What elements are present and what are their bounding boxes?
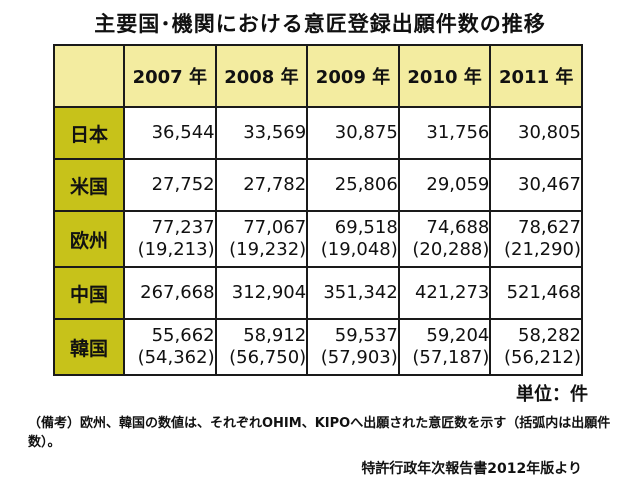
table-cell: 421,273 xyxy=(397,266,492,320)
table-row-china: 中国 267,668 312,904 351,342 421,273 521,4… xyxy=(53,266,583,320)
cell-subvalue: (19,213) xyxy=(137,239,215,260)
year-header: 2007 年 xyxy=(123,44,217,108)
cell-subvalue: (20,288) xyxy=(412,239,490,260)
table-row-korea: 韓国 55,662 (54,362) 58,912 (56,750) 59,537(… xyxy=(53,318,583,376)
cell-subvalue: (56,212) xyxy=(503,347,581,368)
header-row: 2007 年 2008 年 2009 年 2010 年 2011 年 xyxy=(53,44,583,108)
table-cell: 31,756 xyxy=(397,106,492,160)
row-label: 米国 xyxy=(53,158,125,212)
table-cell: 55,662 (54,362) xyxy=(123,318,217,376)
table-cell: 27,752 xyxy=(123,158,217,212)
table-cell: 78,627 (21,290) xyxy=(489,210,583,268)
table-cell: 33,569 xyxy=(214,106,309,160)
year-header: 2011 年 xyxy=(489,44,583,108)
table-cell: 267,668 xyxy=(123,266,217,320)
cell-value: 74,688 xyxy=(426,217,490,238)
year-header: 2010 年 xyxy=(397,44,492,108)
table-cell: 58,282 (56,212) xyxy=(489,318,583,376)
cell-value: 58,282 xyxy=(518,325,581,346)
table-cell: 27,782 xyxy=(214,158,309,212)
row-label: 韓国 xyxy=(53,318,125,376)
filings-table: 2007 年 2008 年 2009 年 2010 年 2011 年 日本 36… xyxy=(53,44,583,376)
corner-cell xyxy=(53,44,125,108)
table-cell: 351,342 xyxy=(306,266,400,320)
source-citation: 特許行政年次報告書2012年版より xyxy=(361,461,582,477)
cell-value: 55,662 xyxy=(151,325,215,346)
row-label: 欧州 xyxy=(53,210,125,268)
cell-subvalue: (54,362) xyxy=(137,347,215,368)
unit-label: 単位：件 xyxy=(516,384,588,405)
table-cell: 59,537 (57,903) xyxy=(306,318,400,376)
table-cell: 521,468 xyxy=(489,266,583,320)
table-row-usa: 米国 27,752 27,782 25,806 29,059 30,467 xyxy=(53,158,583,212)
cell-value: 77,067 xyxy=(243,217,307,238)
footnote: （備考）欧州、韓国の数値は、それぞれOHIM、KIPOへ出願された意匠数を示す（… xyxy=(28,416,611,450)
cell-subvalue: (19,232) xyxy=(229,239,307,260)
cell-subvalue: (21,290) xyxy=(503,239,581,260)
table-cell: 30,805 xyxy=(489,106,583,160)
table-row-japan: 日本 36,544 33,569 30,875 31,756 30,805 xyxy=(53,106,583,160)
cell-subvalue: (57,187) xyxy=(412,347,490,368)
cell-value: 78,627 xyxy=(518,217,581,238)
cell-value: 77,237 xyxy=(151,217,215,238)
table-cell: 69,518 (19,048) xyxy=(306,210,400,268)
table-cell: 312,904 xyxy=(214,266,309,320)
table-cell: 30,875 xyxy=(306,106,400,160)
cell-value: 59,537 xyxy=(334,325,398,346)
table-cell: 77,067 (19,232) xyxy=(214,210,309,268)
cell-subvalue: (56,750) xyxy=(229,347,307,368)
cell-subvalue: (57,903) xyxy=(320,347,398,368)
cell-value: 69,518 xyxy=(334,217,398,238)
table-cell: 30,467 xyxy=(489,158,583,212)
table-cell: 58,912 (56,750) xyxy=(214,318,309,376)
table-cell: 25,806 xyxy=(306,158,400,212)
cell-value: 58,912 xyxy=(243,325,307,346)
table-cell: 36,544 xyxy=(123,106,217,160)
row-label: 日本 xyxy=(53,106,125,160)
table-cell: 29,059 xyxy=(397,158,492,212)
table-cell: 74,688 (20,288) xyxy=(397,210,492,268)
cell-value: 59,204 xyxy=(426,325,490,346)
table-cell: 59,204 (57,187) xyxy=(397,318,492,376)
year-header: 2009 年 xyxy=(306,44,400,108)
cell-subvalue: (19,048) xyxy=(320,239,398,260)
page-title: 主要国･機関における意匠登録出願件数の推移 xyxy=(94,12,546,36)
year-header: 2008 年 xyxy=(214,44,309,108)
row-label: 中国 xyxy=(53,266,125,320)
table-row-europe: 欧州 77,237 (19,213) 77,067 (19,232) 69,518(… xyxy=(53,210,583,268)
table-cell: 77,237 (19,213) xyxy=(123,210,217,268)
